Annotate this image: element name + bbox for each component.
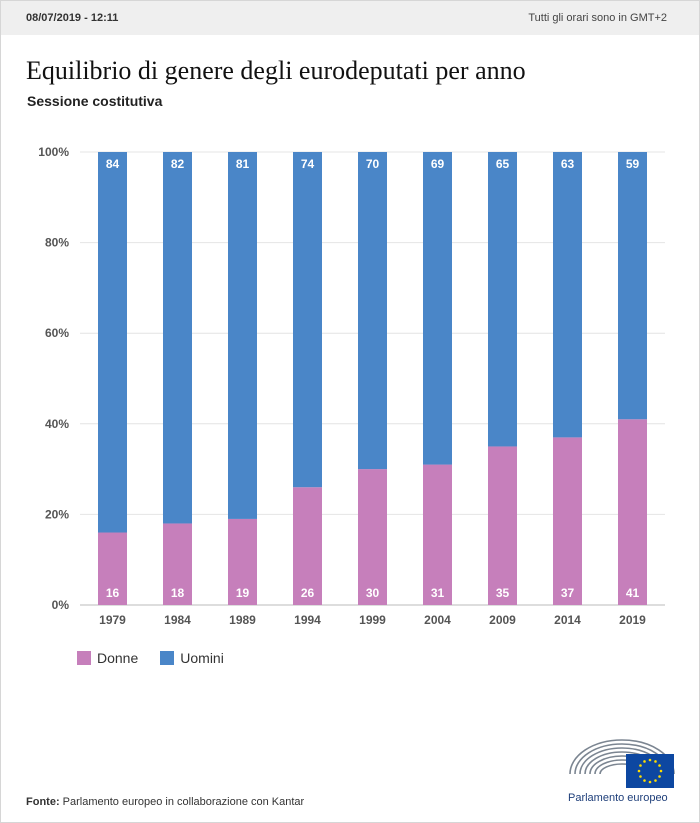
y-tick-label: 60% (45, 326, 69, 340)
legend: Donne Uomini (77, 650, 246, 666)
legend-label-uomini: Uomini (180, 650, 224, 666)
legend-swatch-uomini (160, 651, 175, 665)
x-tick-label: 1994 (294, 613, 321, 627)
data-label: 69 (431, 157, 445, 171)
data-label: 19 (236, 586, 250, 600)
legend-swatch-donne (77, 651, 91, 665)
bar-uomini (163, 152, 192, 524)
bar-uomini (553, 152, 582, 438)
bar-donne (423, 464, 452, 605)
bar-uomini (98, 152, 127, 533)
bar-donne (98, 532, 127, 605)
x-tick-label: 2009 (489, 613, 516, 627)
bar-donne (358, 469, 387, 605)
data-label: 74 (301, 157, 315, 171)
data-label: 70 (366, 157, 380, 171)
data-label: 65 (496, 157, 510, 171)
data-label: 63 (561, 157, 575, 171)
data-label: 18 (171, 586, 185, 600)
logo-text: Parlamento europeo (568, 792, 668, 804)
data-label: 26 (301, 586, 315, 600)
y-tick-label: 40% (45, 417, 69, 431)
data-label: 30 (366, 586, 380, 600)
timezone-note: Tutti gli orari sono in GMT+2 (528, 12, 667, 24)
stacked-bar-chart: 0% 20% 40% 60% 80% 100% 16 84 1979 18 82 1984 19 81 19… (38, 145, 665, 627)
bar-uomini (293, 152, 322, 488)
top-bar: 08/07/2019 - 12:11 Tutti gli orari sono … (1, 1, 699, 35)
data-label: 37 (561, 586, 575, 600)
x-tick-label: 1984 (164, 613, 191, 627)
bar-donne (618, 419, 647, 605)
bar-donne (228, 518, 257, 605)
y-tick-label: 80% (45, 236, 69, 250)
source-label: Fonte: (26, 796, 60, 808)
data-label: 59 (626, 157, 640, 171)
data-label: 81 (236, 157, 250, 171)
x-tick-label: 1999 (359, 613, 386, 627)
bar-donne (163, 523, 192, 605)
bar-donne (553, 437, 582, 605)
bar-donne (293, 487, 322, 605)
bar-uomini (358, 152, 387, 470)
chart-title: Equilibrio di genere degli eurodeputati … (26, 56, 526, 85)
bar-uomini (228, 152, 257, 519)
data-label: 16 (106, 586, 120, 600)
y-tick-label: 0% (52, 598, 70, 612)
y-tick-label: 100% (38, 145, 69, 159)
bar-donne (488, 446, 517, 605)
chart-subtitle: Sessione costitutiva (27, 93, 163, 109)
parliament-logo (569, 739, 675, 788)
x-tick-label: 2004 (424, 613, 451, 627)
data-label: 35 (496, 586, 510, 600)
data-label: 41 (626, 586, 640, 600)
source-note: Fonte: Parlamento europeo in collaborazi… (26, 796, 304, 808)
x-tick-label: 2019 (619, 613, 646, 627)
bar-uomini (423, 152, 452, 465)
legend-item-uomini[interactable]: Uomini (160, 650, 224, 666)
source-text: Parlamento europeo in collaborazione con… (62, 796, 305, 808)
x-tick-label: 2014 (554, 613, 581, 627)
data-label: 82 (171, 157, 185, 171)
bar-uomini (618, 152, 647, 420)
legend-label-donne: Donne (97, 650, 139, 666)
y-tick-label: 20% (45, 507, 69, 521)
legend-item-donne[interactable]: Donne (77, 650, 138, 666)
x-tick-label: 1989 (229, 613, 256, 627)
data-label: 84 (106, 157, 120, 171)
bar-uomini (488, 152, 517, 447)
x-tick-label: 1979 (99, 613, 126, 627)
data-label: 31 (431, 586, 445, 600)
datetime: 08/07/2019 - 12:11 (26, 12, 119, 24)
